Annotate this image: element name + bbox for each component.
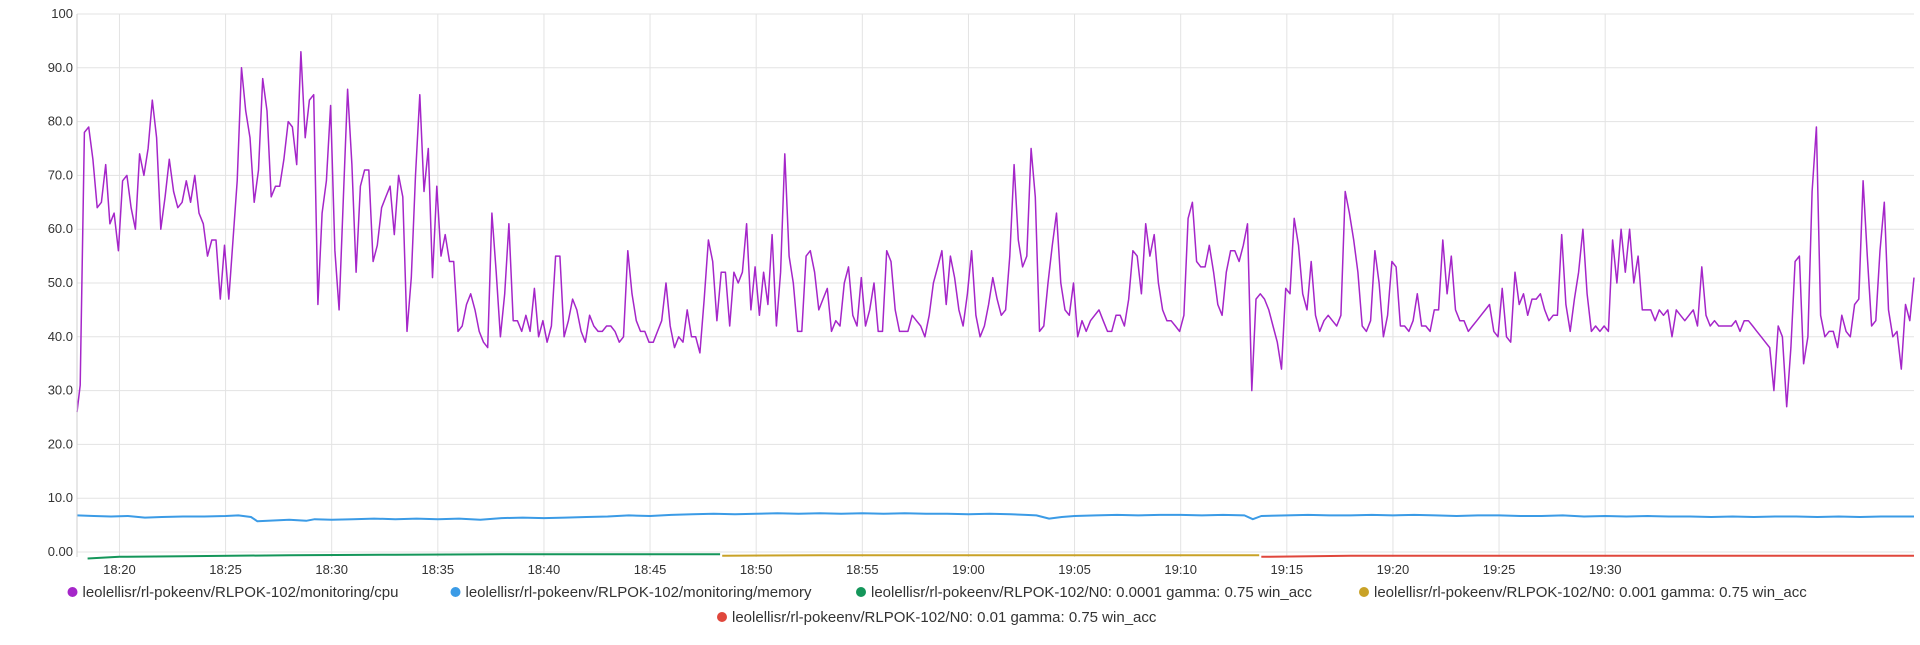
legend-marker bbox=[1359, 587, 1369, 597]
series-line bbox=[76, 512, 1914, 523]
y-tick-label: 20.0 bbox=[48, 436, 73, 451]
y-tick-label: 30.0 bbox=[48, 383, 73, 398]
x-tick-label: 18:45 bbox=[634, 562, 667, 577]
x-tick-label: 18:20 bbox=[103, 562, 136, 577]
legend-label: leolellisr/rl-pokeenv/RLPOK-102/monitori… bbox=[466, 584, 812, 601]
legend-item[interactable]: leolellisr/rl-pokeenv/RLPOK-102/monitori… bbox=[450, 584, 812, 601]
y-tick-label: 0.00 bbox=[48, 544, 73, 559]
legend-marker bbox=[67, 587, 78, 597]
y-tick-label: 50.0 bbox=[48, 275, 73, 290]
legend-marker bbox=[717, 612, 727, 622]
legend-item[interactable]: leolellisr/rl-pokeenv/RLPOK-102/N0: 0.00… bbox=[1359, 584, 1807, 601]
y-tick-label: 100 bbox=[51, 6, 73, 21]
series-line bbox=[76, 50, 1915, 413]
legend-item[interactable]: leolellisr/rl-pokeenv/RLPOK-102/N0: 0.01… bbox=[717, 609, 1157, 626]
x-tick-label: 18:40 bbox=[528, 562, 561, 577]
y-tick-label: 40.0 bbox=[48, 329, 73, 344]
y-tick-label: 60.0 bbox=[48, 221, 73, 236]
series-line bbox=[1261, 554, 1914, 558]
y-tick-label: 10.0 bbox=[48, 490, 73, 505]
legend-label: leolellisr/rl-pokeenv/RLPOK-102/N0: 0.00… bbox=[1374, 584, 1807, 601]
legend-label: leolellisr/rl-pokeenv/RLPOK-102/N0: 0.01… bbox=[732, 609, 1157, 626]
axis-layer: 0.00 10.0 20.0 30.0 40.0 50.0 60.0 70.0 80.0 90.0… bbox=[48, 6, 1622, 577]
x-tick-label: 19:15 bbox=[1271, 562, 1304, 577]
x-tick-label: 18:25 bbox=[209, 562, 242, 577]
grid-layer bbox=[77, 13, 1914, 557]
x-tick-label: 18:30 bbox=[315, 562, 348, 577]
legend: leolellisr/rl-pokeenv/RLPOK-102/monitori… bbox=[67, 584, 1807, 626]
y-tick-label: 90.0 bbox=[48, 60, 73, 75]
series-line bbox=[722, 554, 1260, 557]
x-tick-label: 19:25 bbox=[1483, 562, 1516, 577]
legend-label: leolellisr/rl-pokeenv/RLPOK-102/N0: 0.00… bbox=[871, 584, 1313, 601]
x-tick-label: 19:10 bbox=[1164, 562, 1197, 577]
legend-item[interactable]: leolellisr/rl-pokeenv/RLPOK-102/monitori… bbox=[67, 584, 399, 601]
x-tick-label: 19:00 bbox=[952, 562, 985, 577]
x-tick-label: 19:20 bbox=[1377, 562, 1410, 577]
legend-marker bbox=[856, 587, 866, 597]
legend-item[interactable]: leolellisr/rl-pokeenv/RLPOK-102/N0: 0.00… bbox=[856, 584, 1313, 601]
x-tick-label: 19:05 bbox=[1058, 562, 1091, 577]
legend-label: leolellisr/rl-pokeenv/RLPOK-102/monitori… bbox=[83, 584, 399, 601]
legend-marker bbox=[450, 587, 461, 597]
series-layer bbox=[76, 50, 1915, 560]
x-tick-label: 18:50 bbox=[740, 562, 773, 577]
y-tick-label: 80.0 bbox=[48, 114, 73, 129]
x-tick-label: 19:30 bbox=[1589, 562, 1622, 577]
series-line bbox=[87, 553, 721, 560]
x-tick-label: 18:35 bbox=[422, 562, 455, 577]
y-tick-label: 70.0 bbox=[48, 167, 73, 182]
x-tick-label: 18:55 bbox=[846, 562, 879, 577]
